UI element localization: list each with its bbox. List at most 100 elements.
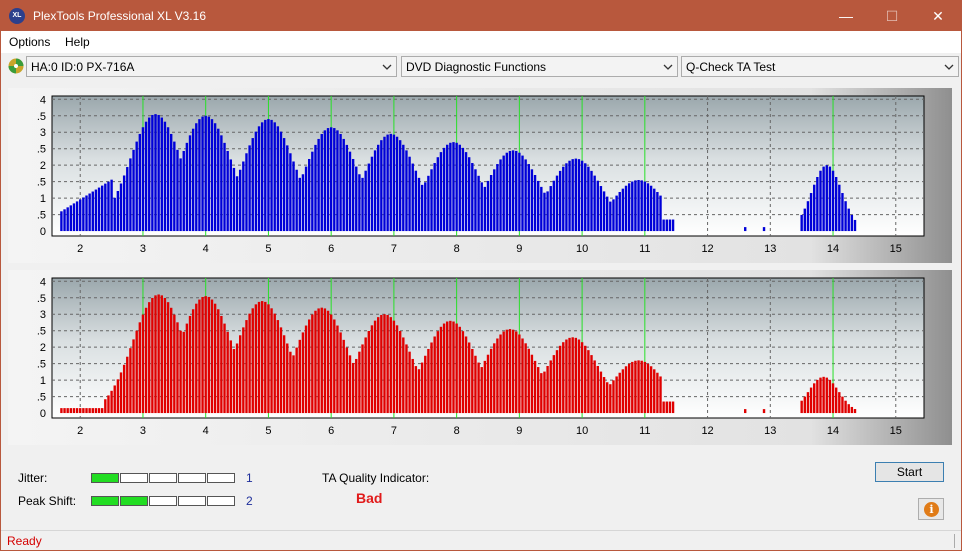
pit-bar <box>643 361 647 414</box>
land-bar <box>100 185 104 232</box>
land-bar <box>398 140 402 232</box>
pit-bar <box>822 376 825 414</box>
land-bar <box>345 144 349 232</box>
pit-bar <box>580 342 584 414</box>
pit-bar <box>803 396 807 414</box>
pit-bar <box>809 387 813 414</box>
menu-options[interactable]: Options <box>9 35 51 49</box>
pit-bar <box>816 379 819 414</box>
info-button[interactable]: i <box>918 498 944 520</box>
land-bar <box>562 166 565 232</box>
land-bar <box>311 151 314 232</box>
pit-bar <box>458 326 461 414</box>
land-bar <box>414 170 418 232</box>
land-bar <box>232 167 236 232</box>
pit-bar <box>505 329 509 414</box>
pit-bar <box>653 369 656 414</box>
chevron-down-icon <box>382 64 392 70</box>
pit-bar <box>543 371 546 414</box>
pit-bar <box>461 331 465 414</box>
jitter-label: Jitter: <box>18 471 48 485</box>
pit-bar <box>847 404 850 414</box>
peak-shift-value: 2 <box>246 494 253 508</box>
land-bar <box>568 160 571 232</box>
land-bar <box>546 191 549 232</box>
land-bar <box>574 158 578 232</box>
pit-bar <box>800 400 803 414</box>
land-bar <box>518 152 521 232</box>
land-bar <box>803 208 807 232</box>
peak-shift-meter <box>91 496 235 506</box>
pit-bar <box>185 323 189 414</box>
pit-bar <box>383 314 386 414</box>
land-bar <box>157 114 160 232</box>
land-bar <box>348 151 352 232</box>
pit-bar <box>248 313 251 414</box>
land-bar <box>834 176 838 232</box>
minimize-button[interactable]: — <box>839 8 853 24</box>
land-bar <box>342 138 345 232</box>
maximize-button[interactable]: ☐ <box>885 8 899 24</box>
land-bar <box>449 142 452 232</box>
x-tick-label: 13 <box>764 425 776 437</box>
pit-bar <box>251 308 254 414</box>
land-bar <box>333 128 336 232</box>
land-bar <box>602 191 606 232</box>
x-tick-label: 11 <box>639 243 650 255</box>
pit-bar <box>562 342 565 414</box>
land-bar <box>210 119 214 232</box>
pit-bar <box>449 320 452 414</box>
pit-bar <box>311 314 314 414</box>
land-bar <box>207 116 211 232</box>
x-tick-label: 5 <box>265 243 271 255</box>
start-button[interactable]: Start <box>875 462 944 482</box>
land-bar <box>392 134 396 232</box>
x-tick-label: 7 <box>391 243 397 255</box>
pit-bar <box>612 380 615 414</box>
land-bar <box>220 135 223 232</box>
y-tick-label: 1 <box>40 193 46 205</box>
land-bar <box>847 208 850 232</box>
pit-bar <box>656 372 659 414</box>
land-bar <box>69 205 73 232</box>
pit-bar <box>66 408 69 414</box>
pit-bar <box>477 362 480 414</box>
drive-select[interactable]: HA:0 ID:0 PX-716A <box>26 56 397 77</box>
pit-bar <box>141 314 145 414</box>
land-bar <box>455 142 458 232</box>
pit-bar <box>235 343 239 414</box>
land-bar <box>819 170 822 232</box>
jitter-meter-segment <box>120 473 148 483</box>
pit-bar <box>254 304 258 414</box>
close-button[interactable]: ✕ <box>932 8 944 24</box>
x-tick-label: 12 <box>701 243 713 255</box>
pit-bar <box>336 325 339 414</box>
x-tick-label: 12 <box>701 425 713 437</box>
land-bar <box>320 134 323 232</box>
pit-bar <box>464 336 468 414</box>
land-bar <box>649 185 653 232</box>
land-bar <box>430 169 433 232</box>
land-bar <box>286 145 289 232</box>
y-tick-label: .5 <box>37 144 46 156</box>
x-tick-label: 2 <box>77 243 83 255</box>
x-tick-label: 4 <box>203 243 209 255</box>
land-bar <box>176 149 179 232</box>
land-bar <box>838 184 841 232</box>
pit-bar <box>424 355 427 414</box>
function-select[interactable]: DVD Diagnostic Functions <box>401 56 678 77</box>
pit-bar <box>417 369 421 414</box>
pit-bar <box>850 406 854 414</box>
pit-bar <box>295 347 298 414</box>
land-bar <box>480 182 483 232</box>
land-bar <box>433 163 436 232</box>
pit-bar <box>179 330 182 414</box>
land-bar <box>822 166 825 232</box>
test-select[interactable]: Q-Check TA Test <box>681 56 959 77</box>
pit-bar <box>602 377 606 414</box>
pit-bar <box>841 396 844 414</box>
x-tick-label: 8 <box>454 425 460 437</box>
pit-bar <box>201 296 204 414</box>
menu-help[interactable]: Help <box>65 35 90 49</box>
land-bar <box>195 123 198 232</box>
